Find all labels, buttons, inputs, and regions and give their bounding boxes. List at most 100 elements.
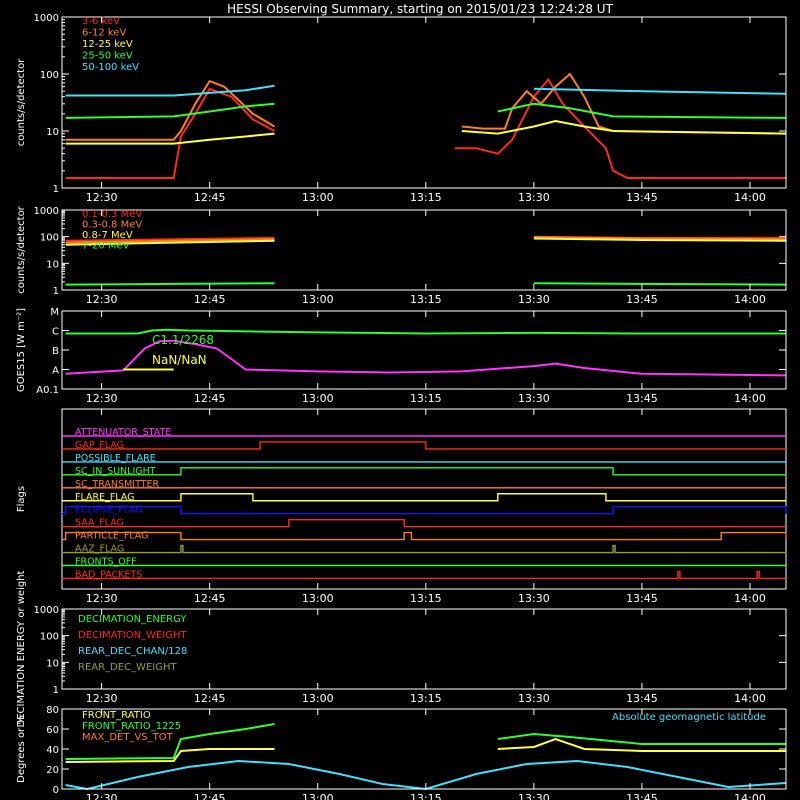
flag-trace-7: [62, 518, 786, 528]
ratio-series-line-5-1: [65, 723, 786, 760]
x-tick-label: 12:30: [86, 392, 118, 405]
panel-energy-high: 12:30 12:45 13:00 13:15 13:30 13:45 14:00 1 10 10…: [16, 205, 787, 306]
x-tick-label: 12:45: [194, 293, 226, 306]
x-tick-label: 12:45: [194, 792, 226, 800]
panel-goes: 12:30 12:45 13:00 13:15 13:30 13:45 14:00 A0.1 A…: [16, 307, 787, 405]
figure-title: HESSI Observing Summary, starting on 201…: [227, 2, 613, 16]
y-tick-label: 0: [53, 785, 59, 796]
x-tick-label: 13:30: [518, 792, 550, 800]
plot-frame-0: [61, 16, 787, 189]
flag-trace-8: [62, 531, 787, 541]
y-axis-label-1: counts/s/detector: [16, 205, 27, 293]
x-tick-label: 13:15: [410, 592, 442, 605]
flag-label: AAZ_FLAG: [75, 544, 124, 555]
y-axis-label-5: Degrees or %: [16, 715, 27, 783]
panel-flags: 12:30 12:45 13:00 13:15 13:30 13:45 14:00 Flags…: [16, 408, 787, 605]
x-tick-label: 13:30: [518, 692, 550, 705]
flag-label: SAA_FLAG: [75, 518, 124, 529]
x-tick-label: 13:45: [626, 392, 658, 405]
flag-label: POSSIBLE_FLARE: [75, 453, 156, 464]
goes-peak-annotation: C1.1/2268: [152, 333, 214, 347]
plot-frame-1: [61, 209, 787, 291]
flag-label: ATTENUATOR_STATE: [75, 427, 171, 438]
x-tick-label: 13:15: [410, 392, 442, 405]
flag-trace-9: [62, 544, 786, 554]
panel-decimation: 12:30 12:45 13:00 13:15 13:30 13:45 14:00 1 10 10…: [16, 570, 787, 727]
x-tick-label: 12:30: [86, 692, 118, 705]
x-tick-label: 12:30: [86, 792, 118, 800]
flag-label: GAP_FLAG: [75, 440, 124, 451]
series-line-0-2: [65, 119, 787, 145]
x-tick-label: 14:00: [734, 592, 766, 605]
plot-frame-2: [61, 310, 787, 390]
flag-label: ECLIPSE_FLAG: [75, 505, 143, 516]
x-tick-label: 13:45: [626, 293, 658, 306]
legend-entry-1-3: 7-20 MeV: [82, 241, 130, 252]
x-tick-label: 12:45: [194, 392, 226, 405]
x-tick-label: 13:30: [518, 293, 550, 306]
goes-series-line-2-1: [65, 339, 787, 377]
x-tick-label: 13:45: [626, 592, 658, 605]
goes-class-label: B: [52, 346, 59, 357]
y-tick-label: 10: [46, 259, 59, 270]
flag-trace-11: [62, 570, 786, 580]
flag-label: FRONTS_OFF: [75, 557, 137, 568]
legend-entry-0-4: 50-100 keV: [82, 62, 139, 73]
series-line-1-2: [65, 237, 787, 246]
x-tick-label: 14:00: [734, 293, 766, 306]
x-tick-label: 14:00: [734, 792, 766, 800]
y-tick-label: 100: [40, 70, 59, 81]
flag-trace-1: [62, 441, 786, 450]
x-tick-label: 13:00: [302, 692, 334, 705]
goes-series-line-2-0: [65, 328, 786, 335]
y-tick-label: 20: [46, 765, 59, 776]
y-tick-label: 40: [46, 745, 59, 756]
legend-entry-0-0: 3-6 keV: [82, 16, 120, 27]
x-tick-label: 14:00: [734, 692, 766, 705]
y-tick-label: 1000: [34, 13, 59, 24]
legend-entry-5-0: FRONT_RATIO: [82, 710, 151, 721]
goes-class-label: C: [52, 327, 59, 338]
y-axis-label-0: counts/s/detector: [16, 58, 27, 146]
flag-label: SC_IN_SUNLIGHT: [75, 466, 156, 477]
y-tick-label: 100: [40, 233, 59, 244]
goes-class-label: M: [50, 307, 59, 318]
goes-secondary-annotation: NaN/NaN: [152, 353, 207, 367]
flag-trace-3: [62, 467, 786, 476]
x-tick-label: 13:45: [626, 792, 658, 800]
x-tick-label: 12:30: [86, 191, 118, 204]
x-tick-label: 13:00: [302, 392, 334, 405]
y-tick-label: 1: [53, 286, 59, 297]
legend-entry-5-1: FRONT_RATIO_1225: [82, 721, 181, 732]
y-tick-label: 100: [40, 632, 59, 643]
ratio-series-line-5-3: [65, 759, 787, 791]
x-tick-label: 13:45: [626, 191, 658, 204]
y-tick-label: 1000: [34, 605, 59, 616]
y-axis-label-3: Flags: [16, 486, 27, 512]
x-tick-label: 13:30: [518, 191, 550, 204]
legend-entry-0-2: 12-25 keV: [82, 39, 133, 50]
y-axis-label-4: DECIMATION ENERGY or weight: [16, 570, 27, 727]
legend-entry-0-1: 6-12 keV: [82, 28, 126, 39]
y-tick-label: 1000: [34, 206, 59, 217]
plot-frame-4: [61, 608, 787, 690]
legend-entry-4-0: DECIMATION_ENERGY: [78, 614, 187, 625]
x-tick-label: 12:30: [86, 293, 118, 306]
plot-frame-3: [61, 408, 787, 590]
legend-entry-1-1: 0.3-0.8 MeV: [82, 220, 142, 231]
x-tick-label: 12:30: [86, 592, 118, 605]
legend-entry-4-1: DECIMATION_WEIGHT: [78, 630, 187, 641]
x-tick-label: 13:00: [302, 792, 334, 800]
series-line-0-1: [65, 72, 787, 141]
x-tick-label: 13:00: [302, 191, 334, 204]
x-tick-label: 12:45: [194, 692, 226, 705]
flag-trace-6: [62, 506, 787, 515]
y-axis-label-2: GOES15 [W m⁻²]: [16, 308, 27, 392]
series-line-0-0: [65, 77, 786, 179]
flag-label: BAD_PACKETS: [75, 569, 142, 580]
legend-entry-5-2: MAX_DET_VS_TOT: [82, 732, 174, 743]
x-tick-label: 13:30: [518, 592, 550, 605]
legend-entry-4-2: REAR_DEC_CHAN/128: [78, 646, 187, 657]
series-line-0-4: [65, 84, 787, 97]
